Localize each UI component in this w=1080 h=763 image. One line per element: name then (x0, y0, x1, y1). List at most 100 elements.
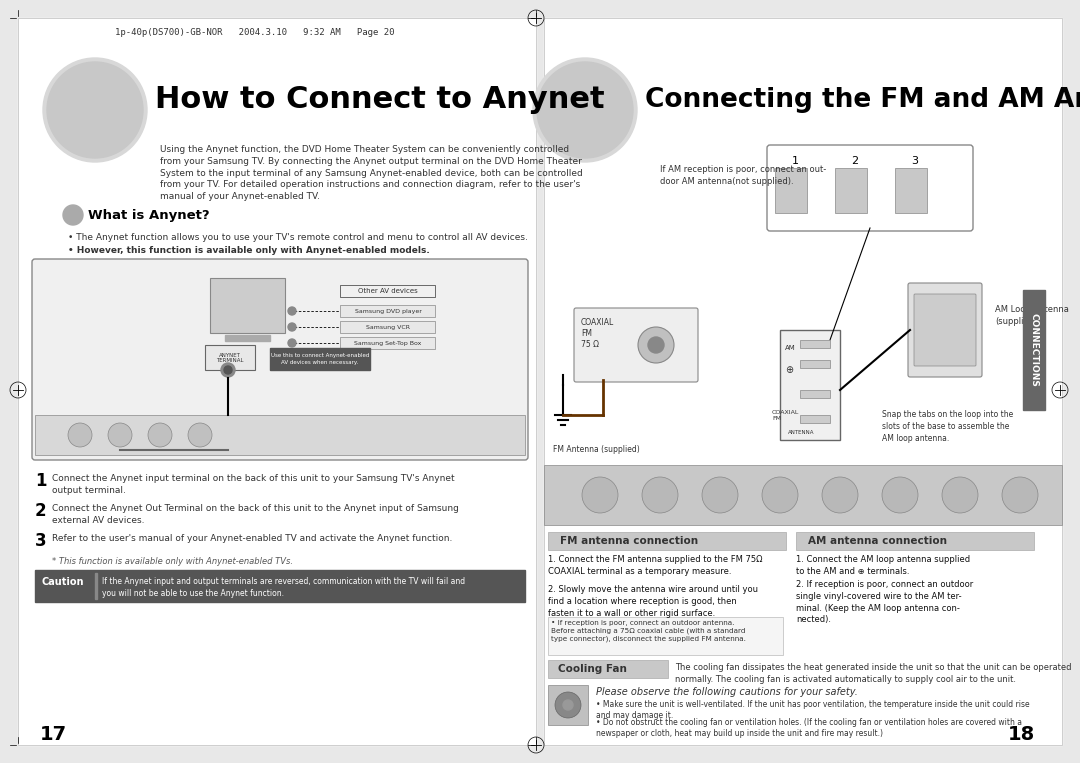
Text: • Do not obstruct the cooling fan or ventilation holes. (If the cooling fan or v: • Do not obstruct the cooling fan or ven… (596, 718, 1022, 738)
Bar (544, 18, 1062, 745)
Text: Samsung Set-Top Box: Samsung Set-Top Box (354, 340, 421, 346)
Text: COAXIAL
FM
75 Ω: COAXIAL FM 75 Ω (581, 318, 615, 349)
Circle shape (648, 337, 664, 353)
Text: Use this to connect Anynet-enabled
AV devices when necessary.: Use this to connect Anynet-enabled AV de… (271, 353, 369, 365)
Text: 2. If reception is poor, connect an outdoor
single vinyl-covered wire to the AM : 2. If reception is poor, connect an outd… (796, 580, 973, 624)
FancyBboxPatch shape (908, 283, 982, 377)
Text: What is Anynet?: What is Anynet? (87, 208, 210, 221)
Text: Snap the tabs on the loop into the
slots of the base to assemble the
AM loop ant: Snap the tabs on the loop into the slots… (882, 410, 1013, 443)
Bar (205, 345, 255, 370)
Circle shape (702, 477, 738, 513)
Bar (35, 415, 525, 455)
Text: 17: 17 (40, 726, 67, 745)
Text: 1. Connect the AM loop antenna supplied
to the AM and ⊕ terminals.: 1. Connect the AM loop antenna supplied … (796, 555, 970, 576)
Text: • Make sure the unit is well-ventilated. If the unit has poor ventilation, the t: • Make sure the unit is well-ventilated.… (596, 700, 1029, 720)
Circle shape (642, 477, 678, 513)
Bar (780, 330, 840, 440)
Text: 18: 18 (1008, 726, 1035, 745)
Circle shape (60, 75, 130, 145)
Bar (800, 390, 831, 398)
Text: COAXIAL
FM: COAXIAL FM (772, 410, 799, 421)
Text: 1: 1 (35, 472, 46, 490)
Text: * This function is available only with Anynet-enabled TVs.: * This function is available only with A… (52, 557, 293, 566)
Circle shape (537, 62, 633, 158)
Bar (270, 348, 370, 370)
Text: Connecting the FM and AM Antennas: Connecting the FM and AM Antennas (645, 87, 1080, 113)
Circle shape (288, 307, 296, 315)
Text: ANYNET
TERMINAL: ANYNET TERMINAL (216, 353, 244, 363)
Bar (18, 18, 536, 745)
Circle shape (942, 477, 978, 513)
Circle shape (882, 477, 918, 513)
Circle shape (221, 363, 235, 377)
Bar (544, 18, 1062, 745)
Circle shape (638, 327, 674, 363)
Bar (548, 685, 588, 725)
FancyBboxPatch shape (32, 259, 528, 460)
Text: CONNECTIONS: CONNECTIONS (1029, 313, 1039, 387)
Bar (895, 168, 927, 213)
Circle shape (550, 75, 620, 145)
Circle shape (53, 68, 137, 152)
Circle shape (822, 477, 858, 513)
Text: If the Anynet input and output terminals are reversed, communication with the TV: If the Anynet input and output terminals… (102, 577, 465, 597)
Bar (35, 570, 525, 602)
Text: ANTENNA: ANTENNA (788, 430, 814, 435)
Bar (340, 337, 435, 349)
Text: The cooling fan dissipates the heat generated inside the unit so that the unit c: The cooling fan dissipates the heat gene… (675, 663, 1071, 684)
Text: Using the Anynet function, the DVD Home Theater System can be conveniently contr: Using the Anynet function, the DVD Home … (160, 145, 583, 201)
Bar (225, 335, 270, 341)
Text: Caution: Caution (42, 577, 84, 587)
Text: 1p-40p(DS700)-GB-NOR   2004.3.10   9:32 AM   Page 20: 1p-40p(DS700)-GB-NOR 2004.3.10 9:32 AM P… (114, 28, 394, 37)
Bar (210, 278, 285, 333)
Text: Refer to the user's manual of your Anynet-enabled TV and activate the Anynet fun: Refer to the user's manual of your Anyne… (52, 534, 453, 543)
Bar (800, 415, 831, 423)
Circle shape (563, 700, 573, 710)
Text: 3: 3 (35, 532, 46, 550)
Circle shape (582, 477, 618, 513)
Circle shape (565, 90, 605, 130)
Circle shape (108, 423, 132, 447)
FancyBboxPatch shape (573, 308, 698, 382)
Text: Samsung VCR: Samsung VCR (366, 324, 410, 330)
Text: AM antenna connection: AM antenna connection (808, 536, 947, 546)
Circle shape (75, 90, 114, 130)
Text: AM: AM (785, 345, 796, 351)
Text: How to Connect to Anynet: How to Connect to Anynet (156, 85, 605, 114)
Text: FM antenna connection: FM antenna connection (561, 536, 698, 546)
Bar (1023, 290, 1045, 410)
Circle shape (762, 477, 798, 513)
Text: • However, this function is available only with Anynet-enabled models.: • However, this function is available on… (68, 246, 430, 255)
Circle shape (188, 423, 212, 447)
Text: Cooling Fan: Cooling Fan (558, 664, 626, 674)
Bar (95, 573, 96, 599)
Text: FM Antenna (supplied): FM Antenna (supplied) (553, 445, 639, 454)
Bar (340, 321, 435, 333)
Text: AM Loop Antenna
(supplied): AM Loop Antenna (supplied) (995, 305, 1069, 326)
Text: Other AV devices: Other AV devices (359, 288, 418, 294)
Bar (800, 360, 831, 368)
Circle shape (534, 58, 637, 162)
Text: ⊕: ⊕ (785, 365, 793, 375)
Bar (340, 305, 435, 317)
Bar (775, 168, 807, 213)
Text: Please observe the following cautions for your safety.: Please observe the following cautions fo… (596, 687, 858, 697)
Bar (544, 465, 1062, 525)
Circle shape (543, 68, 627, 152)
Text: 2. Slowly move the antenna wire around until you
find a location where reception: 2. Slowly move the antenna wire around u… (548, 585, 758, 617)
Text: 3: 3 (912, 156, 918, 166)
FancyBboxPatch shape (914, 294, 976, 366)
Circle shape (148, 423, 172, 447)
Circle shape (575, 100, 595, 120)
Text: • If reception is poor, connect an outdoor antenna.
Before attaching a 75Ω coaxi: • If reception is poor, connect an outdo… (551, 620, 746, 642)
Bar (796, 532, 1034, 550)
Text: If AM reception is poor, connect an out-
door AM antenna(not supplied).: If AM reception is poor, connect an out-… (660, 165, 826, 186)
Bar (800, 340, 831, 348)
Text: • The Anynet function allows you to use your TV's remote control and menu to con: • The Anynet function allows you to use … (68, 233, 528, 242)
Bar (340, 285, 435, 297)
Text: 1: 1 (792, 156, 798, 166)
Circle shape (43, 58, 147, 162)
Circle shape (555, 692, 581, 718)
Circle shape (1002, 477, 1038, 513)
FancyBboxPatch shape (767, 145, 973, 231)
